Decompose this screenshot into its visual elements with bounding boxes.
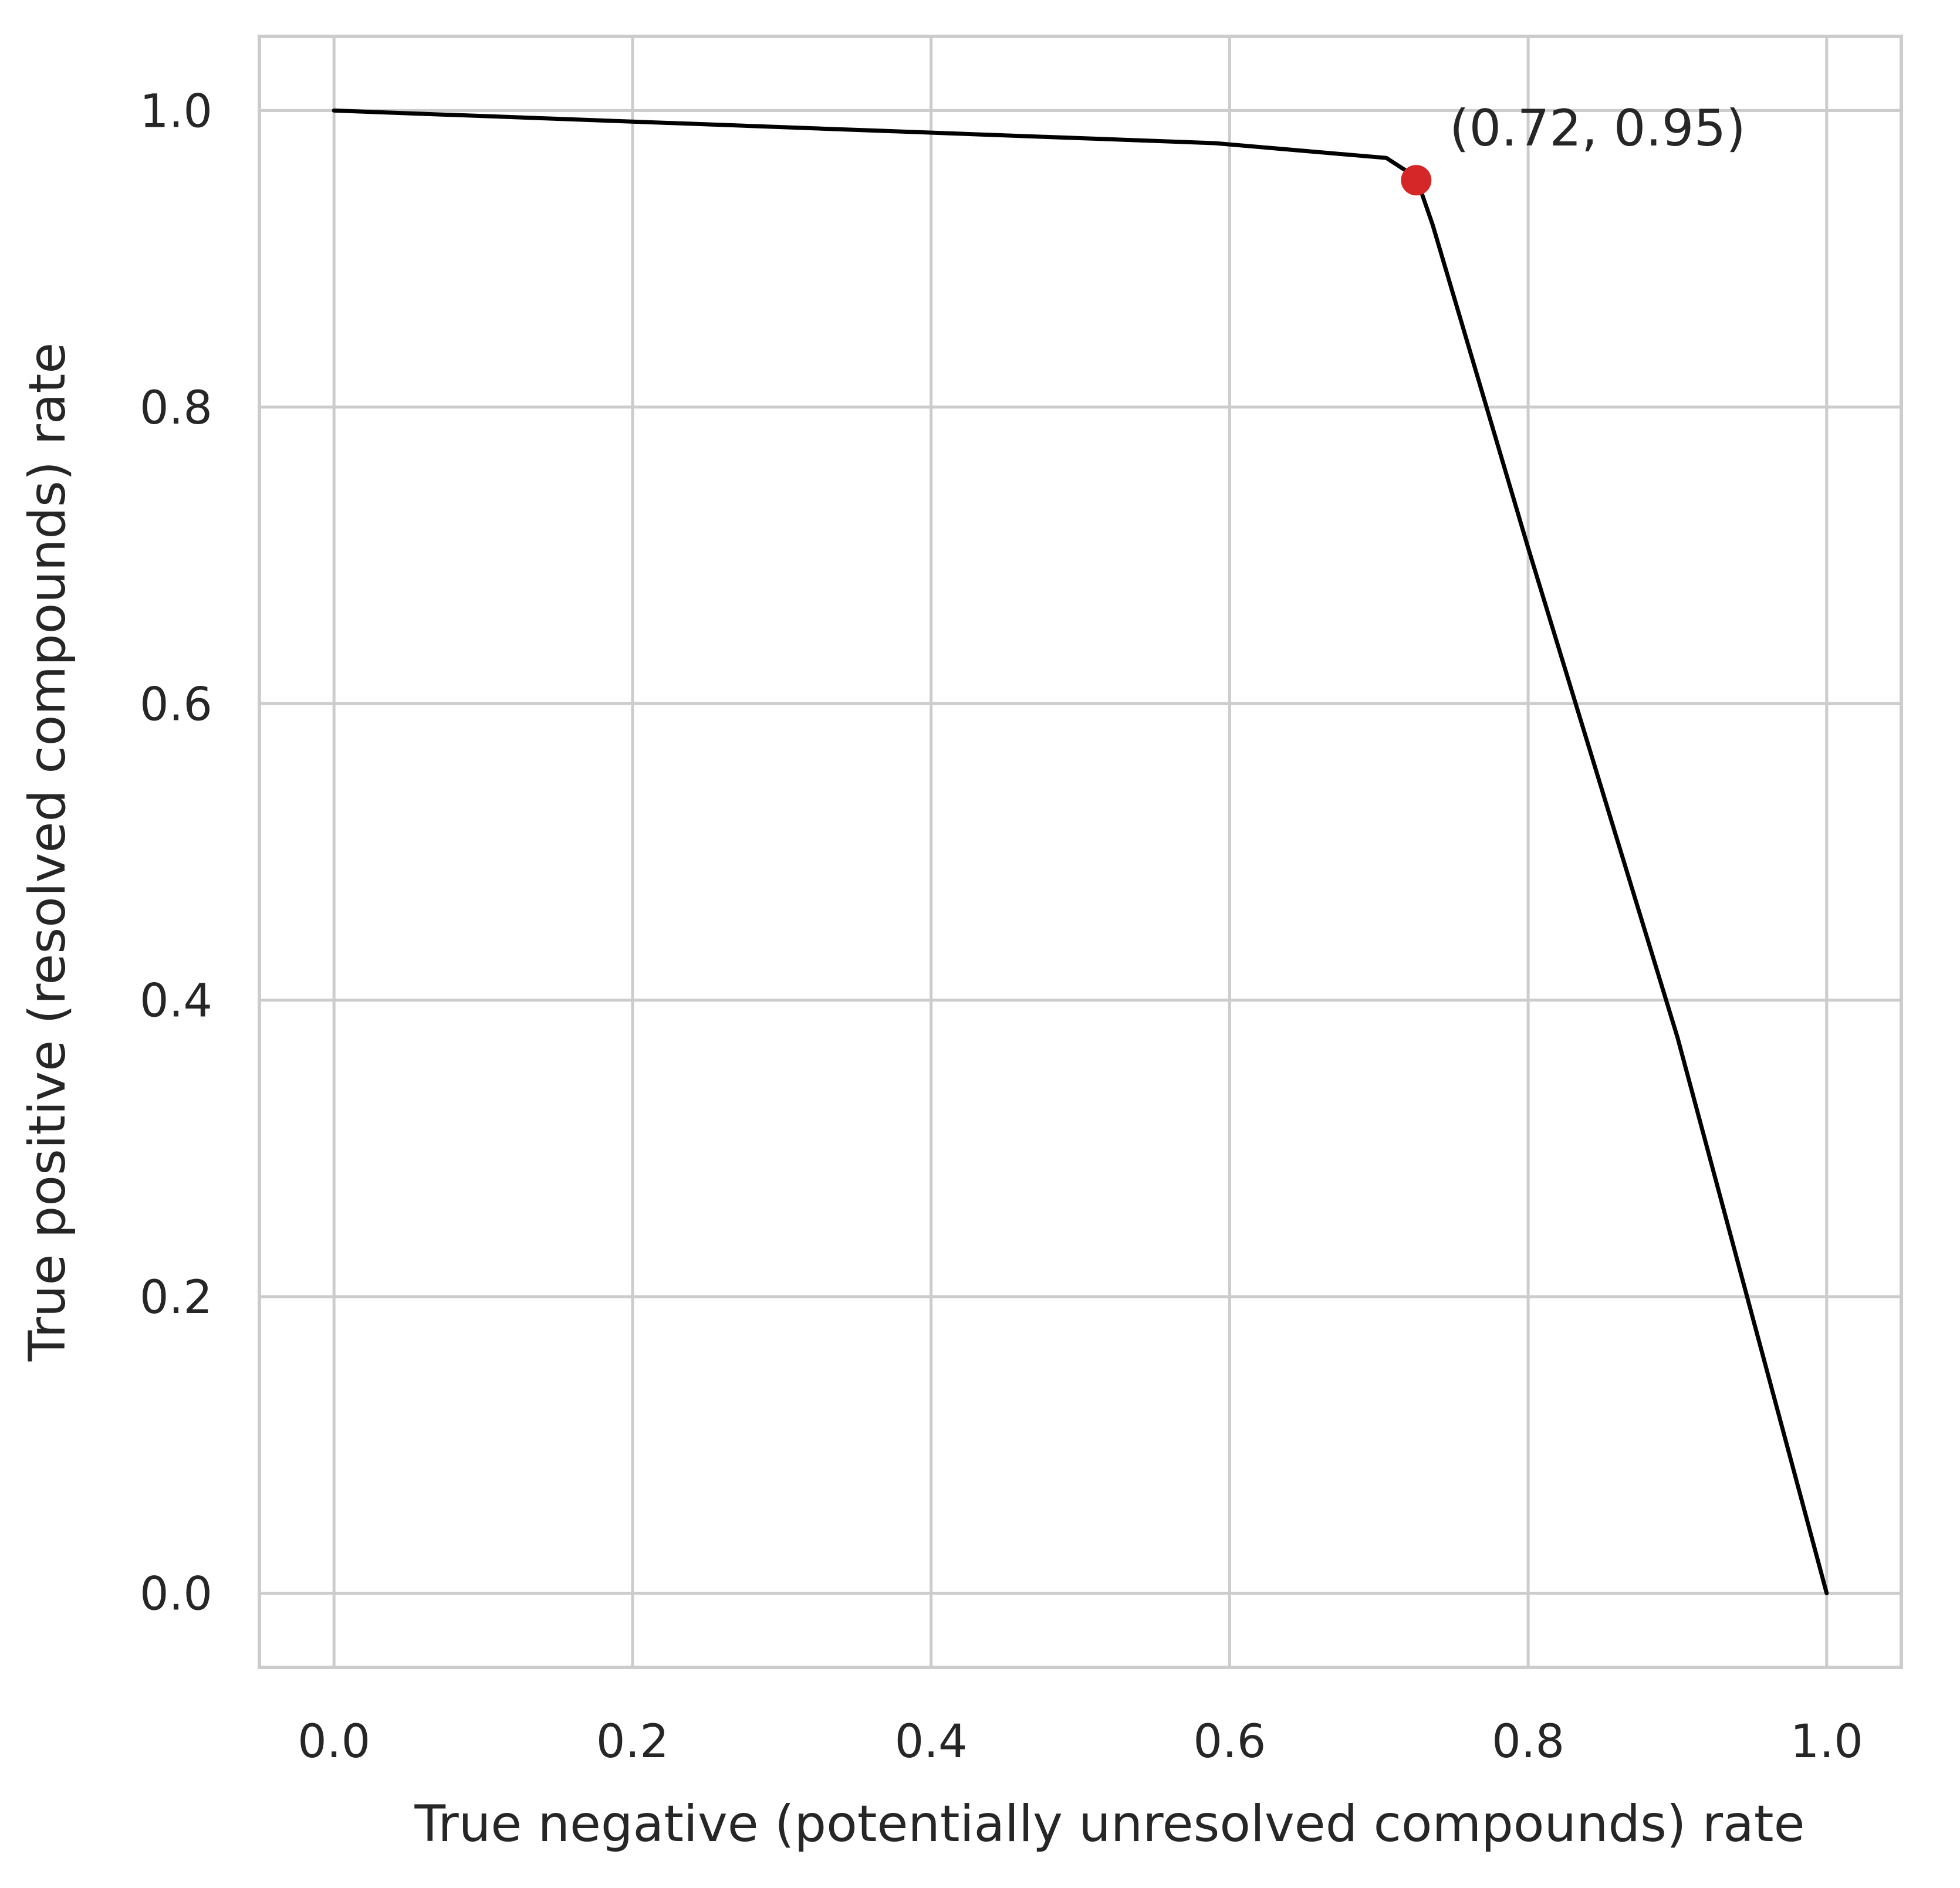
y-tick-labels: 0.0 0.2 0.4 0.6 0.8 1.0 [140,85,212,1620]
y-tick-label: 1.0 [140,85,212,138]
x-tick-label: 0.2 [596,1716,669,1768]
y-tick-label: 0.6 [140,678,212,731]
y-tick-label: 0.2 [140,1271,212,1324]
x-tick-label: 1.0 [1790,1716,1863,1768]
highlight-point-label: (0.72, 0.95) [1449,99,1746,158]
y-axis-label: True positive (resolved compounds) rate [18,343,77,1362]
grid [259,36,1901,1667]
x-tick-label: 0.0 [298,1716,370,1768]
y-tick-label: 0.8 [140,382,212,435]
y-tick-label: 0.4 [140,975,212,1028]
x-tick-label: 0.6 [1193,1716,1266,1768]
highlight-point [1401,165,1432,196]
y-tick-label: 0.0 [140,1568,212,1621]
x-axis-label: True negative (potentially unresolved co… [414,1795,1805,1853]
plot-frame [258,35,1903,1669]
series-line-0 [332,108,1829,1596]
x-tick-label: 0.8 [1492,1716,1564,1768]
x-tick-labels: 0.0 0.2 0.4 0.6 0.8 1.0 [298,1716,1863,1768]
x-tick-label: 0.4 [895,1716,968,1768]
series-layer [332,108,1829,1596]
highlight-layer: (0.72, 0.95) [1401,99,1746,196]
